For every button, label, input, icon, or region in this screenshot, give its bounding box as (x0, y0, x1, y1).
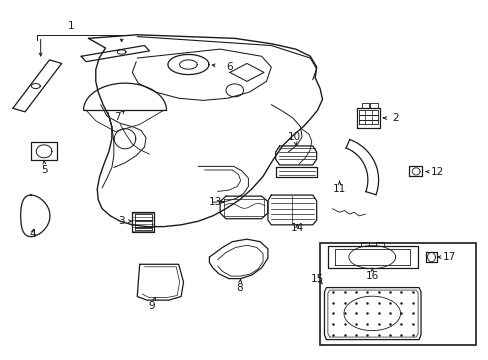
Text: 2: 2 (391, 113, 398, 123)
Text: 15: 15 (310, 274, 324, 284)
Text: 5: 5 (41, 165, 48, 175)
Text: 8: 8 (236, 283, 243, 293)
Text: 13: 13 (208, 197, 222, 207)
Text: 17: 17 (442, 252, 455, 262)
Text: 16: 16 (365, 271, 378, 281)
Text: 6: 6 (226, 62, 233, 72)
Text: 4: 4 (29, 229, 36, 239)
Bar (320, 243, 475, 345)
Text: 14: 14 (290, 224, 303, 233)
Text: 11: 11 (332, 184, 346, 194)
Text: 9: 9 (148, 301, 155, 311)
Text: 7: 7 (114, 112, 121, 122)
Text: 10: 10 (287, 132, 301, 142)
Text: 1: 1 (68, 21, 75, 31)
Text: 12: 12 (429, 167, 443, 177)
Text: 3: 3 (118, 216, 124, 226)
